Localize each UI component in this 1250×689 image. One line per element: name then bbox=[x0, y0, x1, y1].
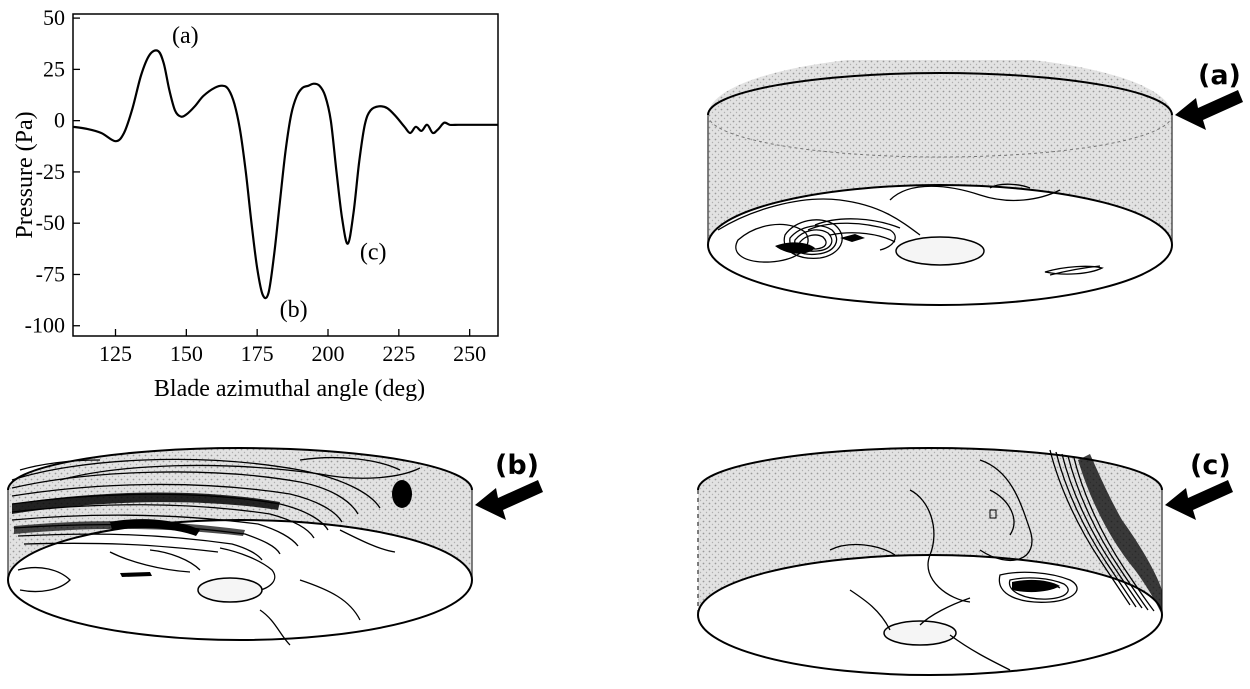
y-tick-label: -25 bbox=[36, 159, 65, 184]
rotor-cylinder-b: (b) bbox=[7, 447, 543, 646]
panel-c-label: (c) bbox=[1190, 450, 1231, 481]
x-tick-label: 150 bbox=[170, 341, 203, 366]
y-tick-label: -75 bbox=[36, 261, 65, 286]
y-tick-label: 25 bbox=[43, 56, 65, 81]
rotor-contour-panel-a: (a) bbox=[690, 55, 1250, 320]
arrow-icon bbox=[1175, 90, 1243, 130]
pressure-chart: 125 150 175 200 225 25050250-25-50-75-100Blad… bbox=[12, 5, 499, 402]
arrow-icon bbox=[1165, 480, 1233, 520]
rotor-cylinder-a: (a) bbox=[707, 55, 1243, 306]
x-axis-label: Blade azimuthal angle (deg) bbox=[154, 376, 425, 402]
pressure-chart-panel: 125 150 175 200 225 250 50 25 0 -25 -50 -75 -100 Blad… bbox=[0, 0, 520, 420]
annotation-label: (a) bbox=[172, 23, 199, 49]
x-tick-label: 250 bbox=[453, 341, 486, 366]
rotor-cylinder-c: (c) bbox=[697, 447, 1233, 676]
y-tick-label: -100 bbox=[25, 313, 65, 338]
rotor-contour-panel-b: (b) bbox=[0, 430, 560, 684]
panel-b-label: (b) bbox=[495, 450, 539, 481]
plot-frame bbox=[72, 13, 499, 337]
x-tick-label: 225 bbox=[382, 341, 415, 366]
annotation-label: (c) bbox=[360, 240, 387, 266]
rotor-contour-panel-c: (c) bbox=[690, 430, 1250, 684]
arrow-icon bbox=[475, 480, 543, 520]
y-tick-label: 50 bbox=[43, 5, 65, 30]
pressure-series-line bbox=[72, 49, 498, 300]
panel-a-label: (a) bbox=[1198, 60, 1241, 91]
x-tick-label: 200 bbox=[312, 341, 345, 366]
x-tick-label: 125 bbox=[99, 341, 132, 366]
annotation-label: (b) bbox=[280, 297, 308, 323]
y-axis-label: Pressure (Pa) bbox=[12, 111, 38, 238]
x-tick-label: 175 bbox=[241, 341, 274, 366]
y-tick-label: 0 bbox=[54, 108, 65, 133]
y-tick-label: -50 bbox=[36, 210, 65, 235]
